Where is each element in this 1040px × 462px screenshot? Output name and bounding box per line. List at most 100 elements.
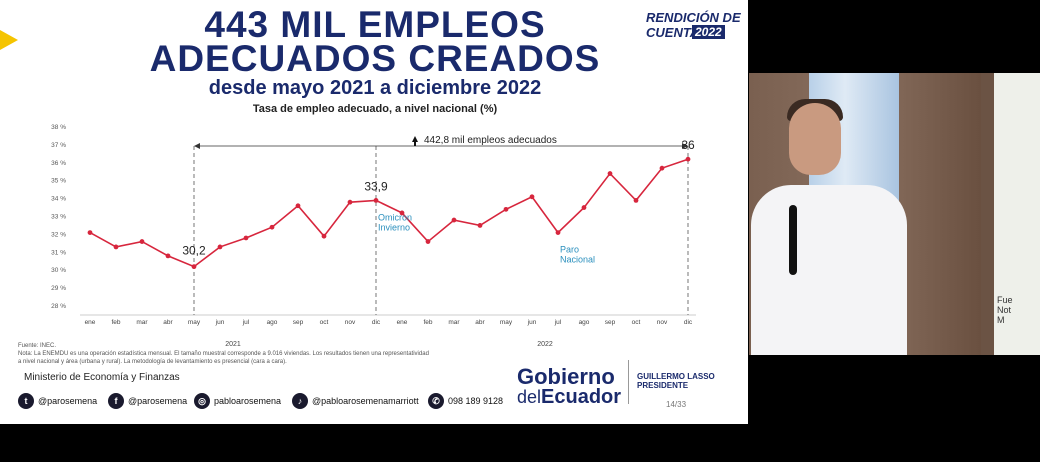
x-tick-label: ago bbox=[267, 319, 278, 326]
yellow-arrow-mark bbox=[0, 30, 18, 50]
speaker-video-feed: Fue Not M bbox=[749, 73, 1040, 355]
tiktok-icon: ♪ bbox=[292, 393, 308, 409]
x-tick-label: sep bbox=[293, 319, 304, 326]
year-label: 2021 bbox=[225, 341, 241, 348]
data-point bbox=[555, 230, 561, 236]
x-tick-label: nov bbox=[345, 319, 356, 326]
social-item-facebook[interactable]: f @parosemena bbox=[108, 392, 187, 410]
data-point bbox=[633, 197, 639, 203]
data-point bbox=[191, 264, 197, 270]
x-tick-label: dic bbox=[684, 319, 693, 326]
methodology-note-2: a nivel nacional y área (urbana y rural)… bbox=[18, 359, 287, 365]
gobierno-ecuador-logo: Gobierno delEcuador bbox=[515, 356, 625, 408]
slide-subtitle: desde mayo 2021 a diciembre 2022 bbox=[208, 77, 542, 99]
y-tick-label: 34 % bbox=[51, 196, 66, 203]
slide-title-line2: ADECUADOS CREADOS bbox=[149, 38, 601, 79]
president-title: PRESIDENTE bbox=[637, 381, 689, 390]
y-tick-label: 36 % bbox=[51, 160, 66, 167]
range-annotation-label: 442,8 mil empleos adecuados bbox=[424, 135, 557, 146]
data-point bbox=[373, 197, 379, 203]
x-tick-label: ene bbox=[397, 319, 408, 326]
whatsapp-icon: ✆ bbox=[428, 393, 444, 409]
data-point bbox=[139, 239, 145, 244]
x-tick-label: nov bbox=[657, 319, 668, 326]
president-block: GUILLERMO LASSO PRESIDENTE bbox=[637, 372, 715, 390]
data-point bbox=[87, 230, 93, 236]
badge-line1: RENDICIÓN DE bbox=[646, 10, 741, 25]
chart-caption: Tasa de empleo adecuado, a nivel naciona… bbox=[252, 103, 498, 115]
range-arrow-right-head bbox=[682, 143, 688, 149]
data-point bbox=[685, 156, 691, 162]
data-point bbox=[607, 171, 613, 176]
facebook-handle: @parosemena bbox=[128, 396, 188, 406]
data-point bbox=[113, 244, 119, 250]
background-screen bbox=[994, 73, 1040, 355]
rendicion-cuentas-badge: RENDICIÓN DE CUENTAS 2022 bbox=[640, 8, 741, 44]
x-tick-label: dic bbox=[372, 319, 381, 326]
x-tick-label: abr bbox=[163, 319, 173, 326]
point-value-label: 30,2 bbox=[182, 244, 206, 258]
x-tick-label: jun bbox=[215, 319, 225, 326]
up-arrow-stem-icon bbox=[414, 142, 416, 146]
x-tick-label: jul bbox=[242, 319, 250, 326]
gov-logo-del: del bbox=[517, 387, 542, 407]
event-annotation-label: Omicron bbox=[378, 212, 412, 222]
source-note: Fuente: INEC. bbox=[18, 343, 57, 349]
x-tick-label: feb bbox=[423, 319, 432, 326]
social-item-twitter[interactable]: t @parosemena bbox=[18, 392, 97, 410]
badge-year: 2022 bbox=[692, 25, 725, 39]
social-item-tiktok[interactable]: ♪ @pabloarosemenamarriott bbox=[292, 392, 419, 410]
data-point bbox=[243, 235, 249, 241]
data-point bbox=[581, 205, 587, 210]
whatsapp-number: 098 189 9128 bbox=[448, 396, 504, 406]
twitter-icon: t bbox=[18, 393, 34, 409]
data-point bbox=[217, 244, 223, 250]
x-tick-label: jun bbox=[527, 319, 537, 326]
gov-logo-ecuador: Ecuador bbox=[541, 386, 622, 408]
page-number: 14/33 bbox=[666, 400, 687, 409]
facebook-icon: f bbox=[108, 393, 124, 409]
data-point bbox=[399, 210, 405, 216]
gov-logo-line1: Gobierno bbox=[517, 364, 615, 389]
x-tick-label: abr bbox=[475, 319, 485, 326]
data-point bbox=[477, 223, 483, 228]
data-point bbox=[503, 206, 509, 212]
event-annotation-label: Nacional bbox=[560, 255, 595, 265]
y-tick-label: 32 % bbox=[51, 231, 66, 238]
x-tick-label: ene bbox=[85, 319, 96, 326]
y-tick-label: 33 % bbox=[51, 214, 66, 221]
range-arrow-left-head bbox=[194, 143, 200, 149]
y-tick-label: 29 % bbox=[51, 285, 66, 292]
screen-text-line: M bbox=[997, 315, 1005, 325]
y-tick-label: 35 % bbox=[51, 178, 66, 185]
speaker-head bbox=[789, 103, 841, 175]
screen-text-line: Not bbox=[997, 305, 1012, 315]
event-annotation-label: Paro bbox=[560, 245, 579, 255]
background-screen-text: Fue Not M bbox=[997, 295, 1013, 325]
year-label: 2022 bbox=[537, 341, 553, 348]
data-point bbox=[347, 199, 353, 205]
data-point bbox=[165, 253, 171, 259]
series-line bbox=[89, 158, 689, 268]
social-item-whatsapp[interactable]: ✆ 098 189 9128 bbox=[428, 392, 503, 410]
x-tick-label: mar bbox=[136, 319, 148, 326]
x-tick-label: oct bbox=[320, 319, 329, 326]
twitter-handle: @parosemena bbox=[38, 396, 98, 406]
data-point bbox=[295, 203, 301, 209]
ministry-label: Ministerio de Economía y Finanzas bbox=[24, 372, 180, 383]
presentation-slide: 443 MIL EMPLEOS ADECUADOS CREADOS desde … bbox=[0, 0, 748, 424]
president-name: GUILLERMO LASSO bbox=[637, 372, 715, 381]
instagram-handle: pabloarosemena bbox=[214, 396, 282, 406]
data-point bbox=[451, 217, 457, 223]
x-tick-label: may bbox=[500, 319, 513, 326]
point-value-label: 36 bbox=[681, 138, 695, 152]
social-item-instagram[interactable]: ◎ pabloarosemena bbox=[194, 392, 281, 410]
x-tick-label: may bbox=[188, 319, 201, 326]
y-tick-label: 38 % bbox=[51, 124, 66, 131]
x-tick-label: mar bbox=[448, 319, 460, 326]
speaker-body bbox=[751, 185, 907, 355]
data-point bbox=[321, 233, 327, 239]
y-tick-label: 30 % bbox=[51, 267, 66, 274]
data-point bbox=[529, 194, 535, 200]
microphone-icon bbox=[789, 205, 797, 275]
